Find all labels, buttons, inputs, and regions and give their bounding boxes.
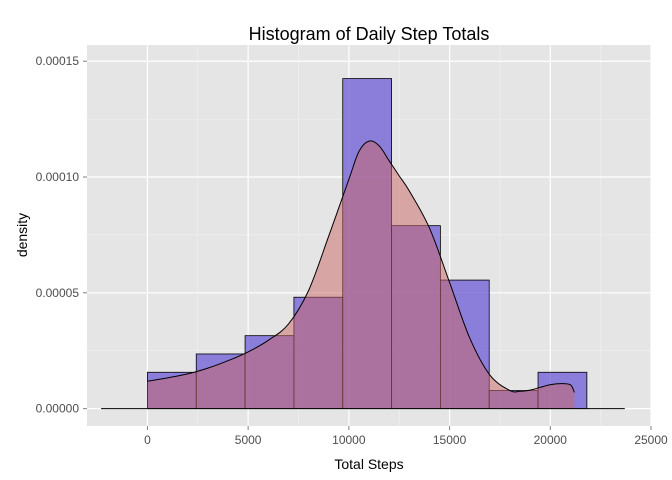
- x-tick-label: 25000: [634, 433, 668, 447]
- y-axis-label: density: [14, 213, 30, 257]
- chart-title: Histogram of Daily Step Totals: [249, 24, 490, 44]
- x-tick-label: 5000: [235, 433, 262, 447]
- y-tick-label: 0.00000: [36, 402, 80, 416]
- x-tick-label: 20000: [534, 433, 568, 447]
- y-tick-label: 0.00010: [36, 170, 80, 184]
- x-axis: 0 5000 10000 15000 20000 25000: [144, 426, 668, 447]
- x-tick-label: 15000: [433, 433, 467, 447]
- y-axis: 0.00000 0.00005 0.00010 0.00015: [36, 54, 87, 416]
- density-curve: [147, 140, 575, 393]
- x-tick-label: 10000: [332, 433, 366, 447]
- x-tick-label: 0: [144, 433, 151, 447]
- density-area: [147, 140, 575, 409]
- x-axis-label: Total Steps: [334, 456, 403, 472]
- plot-panel: [87, 45, 652, 426]
- y-tick-label: 0.00015: [36, 54, 80, 68]
- y-tick-label: 0.00005: [36, 286, 80, 300]
